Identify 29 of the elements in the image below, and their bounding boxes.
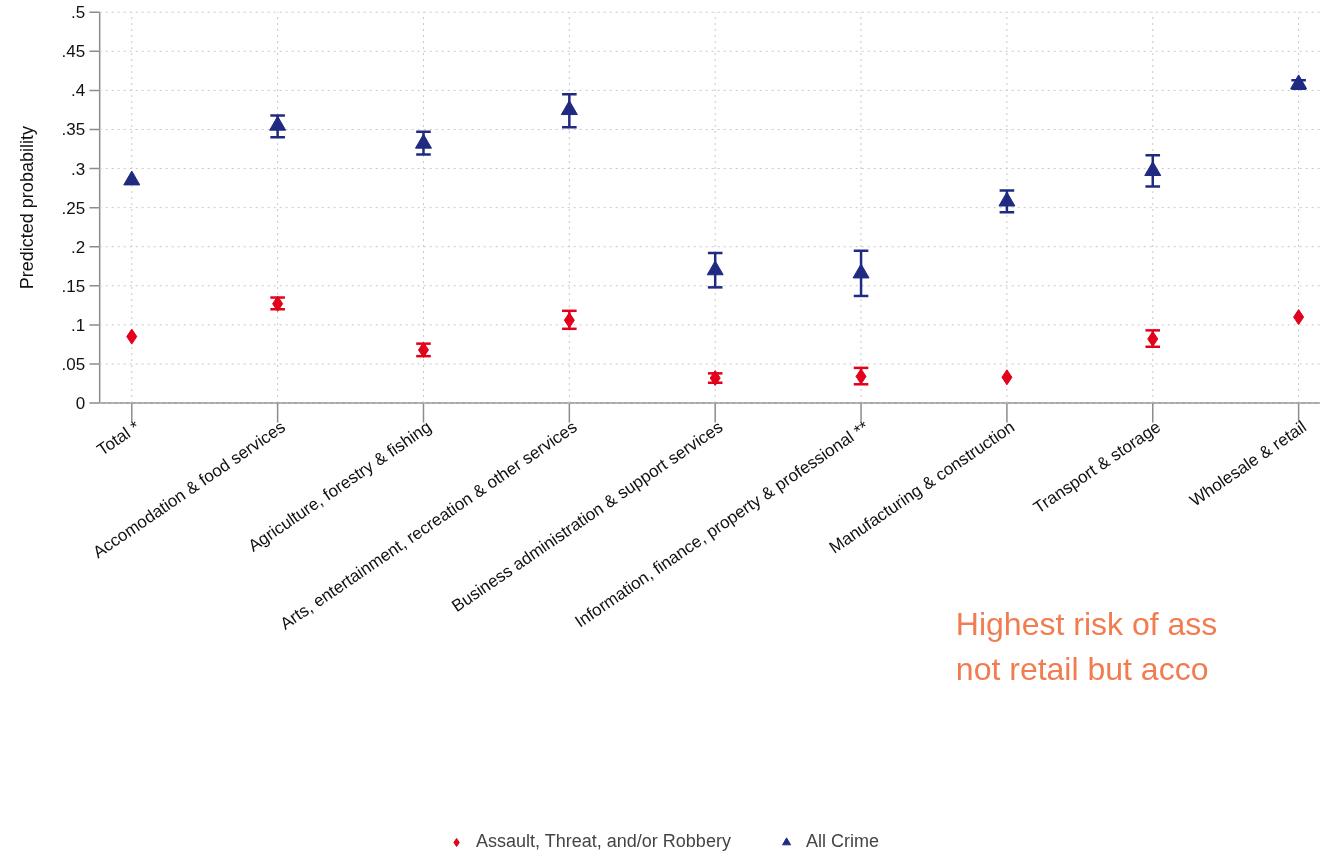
point bbox=[417, 341, 429, 358]
point bbox=[1293, 309, 1305, 326]
y-axis-title: Predicted probability bbox=[16, 126, 37, 290]
point bbox=[998, 191, 1016, 207]
y-tick-label: .35 bbox=[61, 120, 86, 140]
legend-label: Assault, Threat, and/or Robbery bbox=[476, 831, 731, 852]
y-tick-label: .1 bbox=[70, 315, 86, 335]
point bbox=[1001, 369, 1013, 386]
point bbox=[126, 328, 138, 345]
y-tick-label: .15 bbox=[61, 276, 86, 296]
x-tick-label: Total * bbox=[93, 417, 144, 460]
y-tick-label: .5 bbox=[70, 3, 86, 23]
y-tick-label: 0 bbox=[75, 394, 86, 414]
y-tick-label: .2 bbox=[70, 237, 86, 257]
point bbox=[414, 133, 432, 149]
point bbox=[852, 263, 870, 279]
y-tick-label: .45 bbox=[61, 42, 86, 62]
y-tick-label: .05 bbox=[61, 354, 86, 374]
point bbox=[706, 260, 724, 276]
legend-label: All Crime bbox=[805, 831, 879, 852]
text: Highest risk of ass not retail but acco bbox=[955, 606, 1218, 688]
y-tick-label: .4 bbox=[70, 81, 86, 101]
point bbox=[123, 170, 141, 186]
point bbox=[269, 115, 287, 131]
point bbox=[1144, 161, 1162, 177]
point bbox=[1290, 74, 1308, 90]
y-tick-label: .3 bbox=[70, 159, 86, 179]
point bbox=[560, 100, 578, 116]
y-tick-label: .25 bbox=[61, 198, 86, 218]
